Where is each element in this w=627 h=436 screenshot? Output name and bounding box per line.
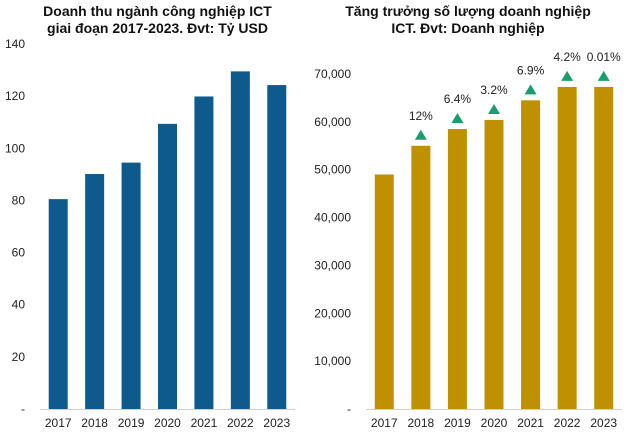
right-y-tick-label: 10,000 [314, 354, 351, 368]
right-growth-marker-2022 [561, 70, 574, 81]
left-bar-2020 [158, 123, 177, 409]
left-x-tick-label: 2022 [227, 416, 254, 430]
right-y-tick-label: 70,000 [314, 67, 351, 81]
right-x-tick-label: 2019 [444, 416, 471, 430]
left-x-tick-label: 2017 [45, 416, 72, 430]
left-chart-title-line-1: Doanh thu ngành công nghiệp ICT [43, 3, 272, 19]
right-bar-2018 [411, 145, 431, 410]
right-chart-title: Tăng trưởng số lượng doanh nghiệp ICT. Đ… [318, 3, 618, 37]
right-growth-label-2018: 12% [409, 109, 433, 123]
left-x-tick-label: 2019 [118, 416, 145, 430]
left-bar-2019 [121, 162, 141, 409]
left-x-tick-label: 2023 [263, 416, 290, 430]
right-y-tick-label: 20,000 [314, 306, 351, 320]
right-bar-2021 [521, 100, 541, 410]
right-bar-2017 [374, 174, 394, 409]
left-y-tick-label: 40 [12, 298, 26, 312]
right-y-tick-label: 30,000 [314, 258, 351, 272]
right-growth-marker-2023 [597, 70, 610, 81]
right-growth-marker-2019 [451, 113, 464, 124]
left-x-tick-label: 2020 [154, 416, 181, 430]
right-growth-label-2023: 0.01% [587, 50, 621, 64]
left-y-tick-label: - [21, 402, 25, 416]
right-bar-2020 [484, 119, 504, 409]
right-y-tick-label: 40,000 [314, 211, 351, 225]
right-y-tick-label: 50,000 [314, 163, 351, 177]
right-bar-2019 [447, 129, 467, 410]
right-x-tick-label: 2018 [408, 416, 435, 430]
right-chart-title-line-2: ICT. Đvt: Doanh nghiệp [391, 20, 545, 36]
left-bar-2018 [85, 174, 105, 409]
left-chart-title-line-2: giai đoạn 2017-2023. Đvt: Tỷ USD [47, 20, 268, 36]
right-growth-label-2021: 6.9% [517, 63, 545, 77]
right-growth-marker-2020 [488, 103, 500, 114]
right-x-tick-label: 2017 [371, 416, 398, 430]
left-y-tick-label: 60 [12, 246, 26, 260]
right-chart-title-line-1: Tăng trưởng số lượng doanh nghiệp [345, 3, 591, 19]
left-y-tick-label: 120 [5, 89, 25, 103]
right-growth-marker-2018 [414, 129, 427, 140]
right-growth-label-2022: 4.2% [553, 50, 581, 64]
left-bar-2021 [194, 96, 214, 409]
right-x-tick-label: 2021 [517, 416, 544, 430]
right-x-tick-label: 2020 [481, 416, 508, 430]
left-bar-2023 [267, 85, 287, 409]
right-x-tick-label: 2022 [554, 416, 581, 430]
left-chart-title: Doanh thu ngành công nghiệp ICT giai đoạ… [10, 3, 305, 37]
left-y-tick-label: 20 [12, 350, 26, 364]
right-growth-marker-2021 [524, 84, 537, 95]
left-y-tick-label: 80 [12, 193, 26, 207]
left-y-tick-label: 100 [5, 141, 25, 155]
right-bar-2023 [594, 86, 614, 410]
left-bar-2022 [230, 71, 250, 409]
right-x-tick-label: 2023 [590, 416, 617, 430]
right-bar-2022 [557, 86, 577, 410]
right-y-tick-label: 60,000 [314, 115, 351, 129]
left-x-tick-label: 2021 [191, 416, 218, 430]
left-x-tick-label: 2018 [81, 416, 108, 430]
right-growth-label-2019: 6.4% [444, 92, 472, 106]
right-y-tick-label: - [347, 402, 351, 416]
left-bar-2017 [48, 199, 68, 409]
left-y-tick-label: 140 [5, 37, 25, 51]
right-growth-label-2020: 3.2% [480, 83, 508, 97]
